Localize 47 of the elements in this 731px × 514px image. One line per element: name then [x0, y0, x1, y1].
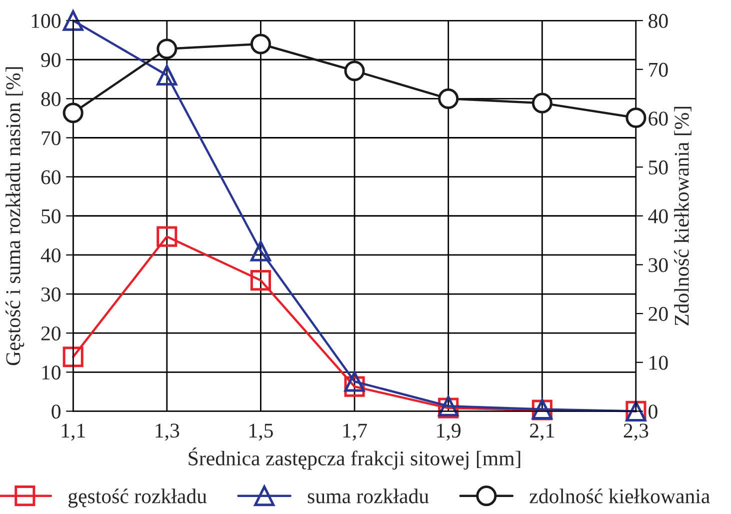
point — [532, 92, 552, 114]
x-tick-label: 1,5 — [250, 424, 273, 441]
x-tick-label: 2,3 — [624, 424, 648, 441]
point — [156, 226, 178, 247]
y2-tick-label: 50 — [648, 160, 668, 174]
x-tick-label: 1,9 — [437, 424, 461, 441]
legend-label: suma rozkładu — [308, 488, 429, 504]
point — [344, 371, 365, 392]
point — [626, 107, 646, 128]
x-tick-label: 1,7 — [343, 424, 367, 441]
point — [62, 346, 84, 368]
point — [344, 60, 365, 82]
y-tick-label: 10 — [42, 366, 60, 380]
point — [62, 102, 84, 124]
y-tick-label: 90 — [41, 53, 60, 68]
y-tick-label: 30 — [41, 287, 60, 302]
point — [250, 270, 271, 291]
x-tick-label: 2,1 — [530, 424, 554, 441]
legend-label: gęstość rozkładu — [68, 488, 207, 508]
y2-tick-label: 10 — [650, 356, 668, 370]
point — [250, 240, 271, 262]
x-axis-title: Średnica zastępcza frakcji sitowej [mm] — [188, 447, 520, 470]
y2-tick-label: 70 — [649, 62, 668, 77]
point — [250, 34, 271, 54]
x-tick-label: 1,3 — [156, 424, 180, 441]
y2-tick-label: 60 — [648, 112, 668, 126]
y2-tick-label: 30 — [648, 258, 668, 272]
y2-tick-label: 80 — [648, 14, 668, 28]
y-tick-label: 50 — [42, 209, 60, 224]
point — [156, 38, 178, 60]
y2-axis-title: Zdolność kiełkowania [%] — [674, 106, 692, 326]
x-tick-label: 1,1 — [62, 424, 85, 441]
point — [438, 88, 459, 109]
y2-tick-label: 20 — [648, 306, 668, 321]
y-tick-label: 80 — [41, 92, 60, 106]
y-tick-label: 40 — [40, 248, 60, 262]
y2-tick-label: 40 — [648, 209, 668, 224]
y-tick-label: 0 — [52, 404, 60, 419]
y-tick-label: 60 — [41, 170, 60, 184]
y-tick-label: 20 — [41, 326, 60, 341]
legend-label: zdolność kiełkowania — [530, 488, 710, 504]
y2-tick-label: 0 — [648, 404, 658, 419]
point — [156, 64, 178, 86]
point — [62, 10, 84, 31]
y-tick-label: 70 — [42, 131, 60, 146]
y-tick-label: 100 — [32, 14, 60, 28]
y-axis-title: Gęstość i suma rozkładu nasion [%] — [6, 67, 24, 366]
